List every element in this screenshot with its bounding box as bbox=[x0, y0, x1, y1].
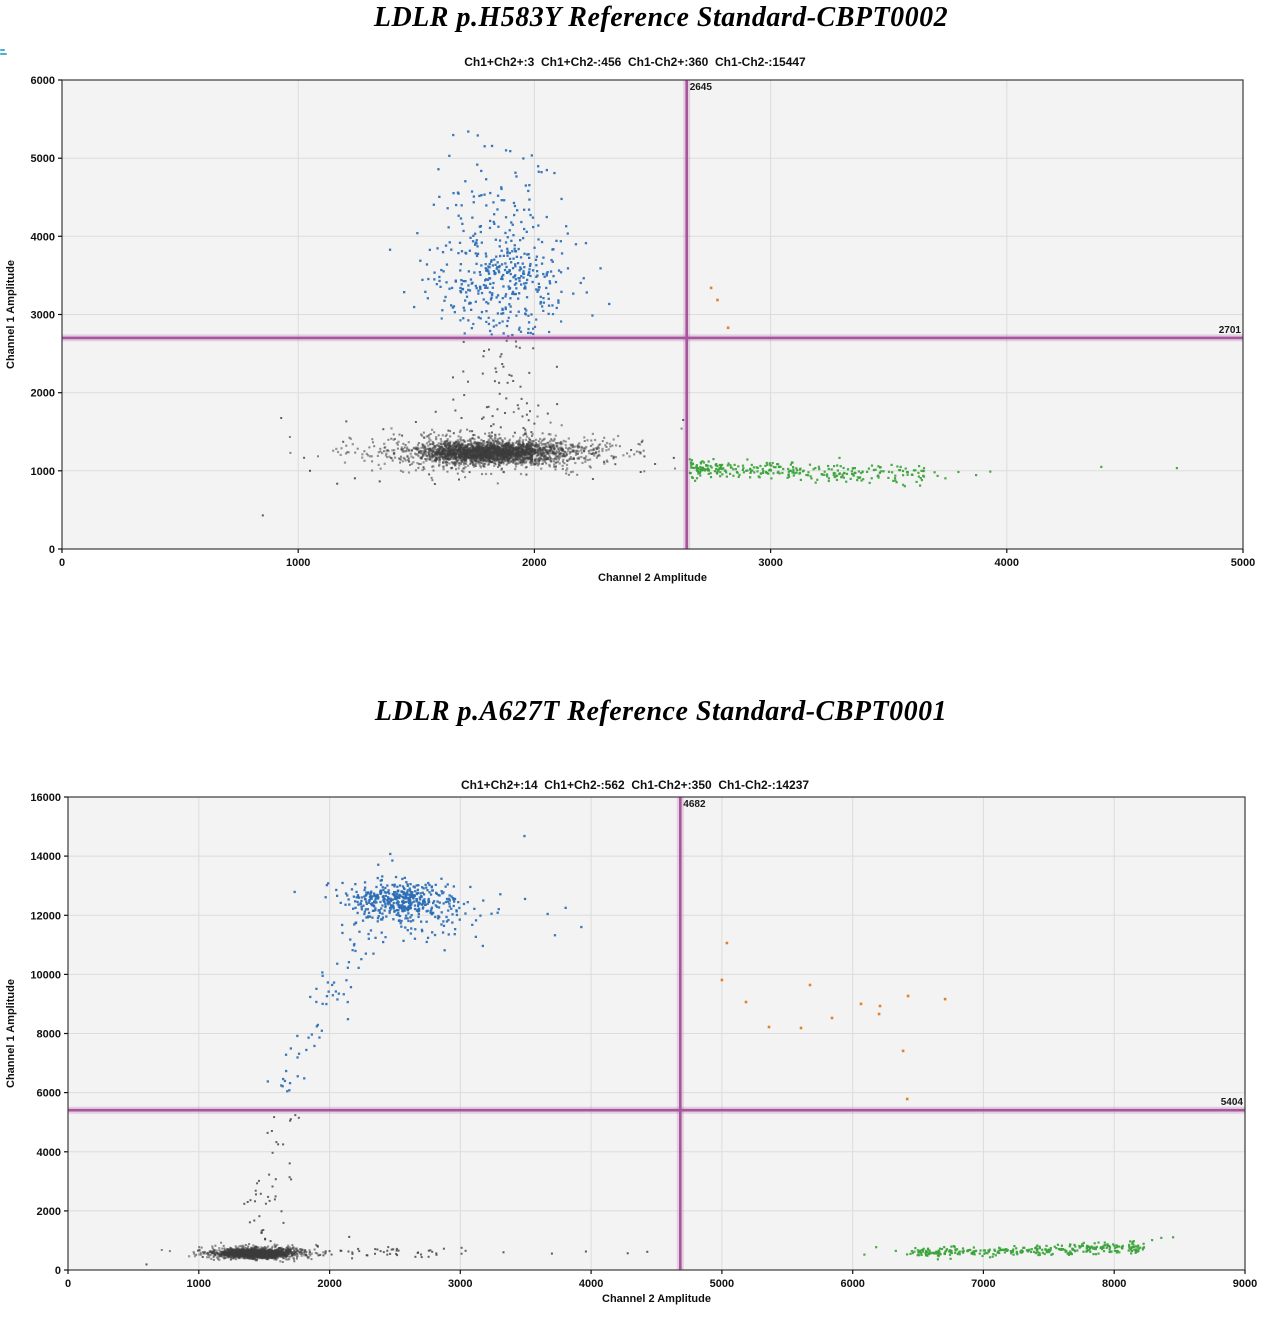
threshold-x-label: 2645 bbox=[689, 82, 712, 93]
scatter-plot[interactable]: 0 1000 2000 3000 4000 5000 0 1000 2000 3000 4000 50… bbox=[0, 74, 1270, 594]
x-tick-label: 3000 bbox=[758, 557, 782, 569]
threshold-y-label: 5404 bbox=[1220, 1097, 1243, 1109]
x-tick-label: 8000 bbox=[1102, 1278, 1126, 1290]
cluster-hex-main bbox=[688, 456, 939, 488]
y-tick-label: 10000 bbox=[30, 969, 61, 981]
axis-ticks: 0 1000 2000 3000 4000 5000 6000 7000 8000 9000 0 20… bbox=[30, 792, 1257, 1290]
screen-artifact bbox=[0, 48, 8, 59]
threshold-lines[interactable] bbox=[68, 797, 1245, 1270]
gridlines bbox=[68, 797, 1245, 1270]
cluster-double-positives bbox=[720, 941, 947, 1101]
x-tick-label: 3000 bbox=[448, 1278, 472, 1290]
cluster-counts: Ch1+Ch2+:3 Ch1+Ch2-:456 Ch1-Ch2+:360 Ch1… bbox=[464, 55, 806, 69]
threshold-x-label: 4682 bbox=[683, 799, 706, 810]
cluster-fam-main bbox=[388, 189, 611, 337]
cluster-fam-rain bbox=[440, 309, 563, 338]
x-tick-label: 0 bbox=[65, 1278, 71, 1290]
x-tick-label: 9000 bbox=[1233, 1278, 1257, 1290]
cluster-negatives-outer bbox=[160, 1241, 327, 1263]
x-tick-label: 4000 bbox=[995, 557, 1019, 569]
y-tick-label: 8000 bbox=[37, 1029, 61, 1041]
cluster-hex-main bbox=[906, 1240, 1146, 1261]
y-tick-label: 6000 bbox=[31, 75, 55, 87]
x-tick-label: 2000 bbox=[317, 1278, 341, 1290]
y-tick-label: 16000 bbox=[30, 792, 61, 804]
cluster-fam-outliers bbox=[425, 130, 602, 270]
figure-h583y-cbpt0002: LDLR p.H583Y Reference Standard-CBPT0002… bbox=[0, 2, 1270, 594]
y-axis-label: Channel 1 Amplitude bbox=[5, 260, 17, 369]
y-tick-label: 0 bbox=[55, 1265, 61, 1277]
x-tick-label: 5000 bbox=[710, 1278, 734, 1290]
x-tick-label: 4000 bbox=[579, 1278, 603, 1290]
cluster-negatives-right-trail bbox=[304, 1244, 467, 1260]
cluster-negatives-rain-high bbox=[258, 1114, 300, 1182]
figure-title: LDLR p.A627T Reference Standard-CBPT0001 bbox=[374, 696, 948, 727]
x-tick-label: 5000 bbox=[1231, 557, 1255, 569]
cluster-counts: Ch1+Ch2+:14 Ch1+Ch2-:562 Ch1-Ch2+:350 Ch… bbox=[460, 778, 810, 792]
gridlines bbox=[62, 80, 1243, 549]
cluster-negatives-outliers bbox=[261, 419, 685, 517]
x-tick-label: 1000 bbox=[286, 557, 310, 569]
y-tick-label: 2000 bbox=[31, 388, 55, 400]
figure-a627t-cbpt0001: LDLR p.A627T Reference Standard-CBPT0001… bbox=[0, 660, 1270, 1317]
cluster-fam-main bbox=[293, 852, 502, 932]
cluster-negatives-sparse bbox=[280, 410, 657, 485]
axis-ticks: 0 1000 2000 3000 4000 5000 0 1000 2000 3000 4000 50… bbox=[31, 75, 1256, 569]
figure-title: LDLR p.H583Y Reference Standard-CBPT0002 bbox=[373, 2, 949, 33]
x-axis-label: Channel 2 Amplitude bbox=[598, 572, 707, 584]
y-tick-label: 5000 bbox=[31, 153, 55, 165]
threshold-y-label: 2701 bbox=[1218, 324, 1241, 336]
y-tick-label: 12000 bbox=[30, 910, 61, 922]
cluster-fam-tail bbox=[266, 918, 387, 1093]
x-tick-label: 0 bbox=[59, 557, 65, 569]
cluster-double-positives bbox=[709, 286, 730, 330]
x-tick-label: 2000 bbox=[522, 557, 546, 569]
x-axis-label: Channel 2 Amplitude bbox=[602, 1293, 711, 1305]
cluster-hex-sparse bbox=[863, 1236, 1175, 1256]
cluster-negatives-rain-low bbox=[243, 1182, 285, 1243]
scatter-plot[interactable]: 0 1000 2000 3000 4000 5000 6000 7000 8000 9000 0 20… bbox=[0, 790, 1270, 1317]
y-tick-label: 14000 bbox=[30, 851, 61, 863]
cluster-fam-upper bbox=[416, 133, 563, 255]
y-tick-label: 1000 bbox=[31, 466, 55, 478]
threshold-lines[interactable] bbox=[62, 80, 1243, 549]
y-axis-label: Channel 1 Amplitude bbox=[5, 979, 17, 1088]
y-tick-label: 2000 bbox=[37, 1206, 61, 1218]
x-tick-label: 6000 bbox=[840, 1278, 864, 1290]
y-tick-label: 4000 bbox=[37, 1147, 61, 1159]
y-tick-label: 0 bbox=[49, 544, 55, 556]
y-tick-label: 6000 bbox=[37, 1088, 61, 1100]
cluster-negatives-outer bbox=[288, 411, 683, 485]
cluster-negatives-rain bbox=[452, 339, 559, 435]
cluster-fam-fan bbox=[341, 877, 557, 952]
cluster-hex-sparse bbox=[944, 465, 1178, 480]
x-tick-label: 7000 bbox=[971, 1278, 995, 1290]
cluster-fam-isolated bbox=[391, 834, 583, 929]
y-tick-label: 4000 bbox=[31, 231, 55, 243]
x-tick-label: 1000 bbox=[187, 1278, 211, 1290]
y-tick-label: 3000 bbox=[31, 310, 55, 322]
cluster-negatives-isolated bbox=[145, 1235, 649, 1266]
